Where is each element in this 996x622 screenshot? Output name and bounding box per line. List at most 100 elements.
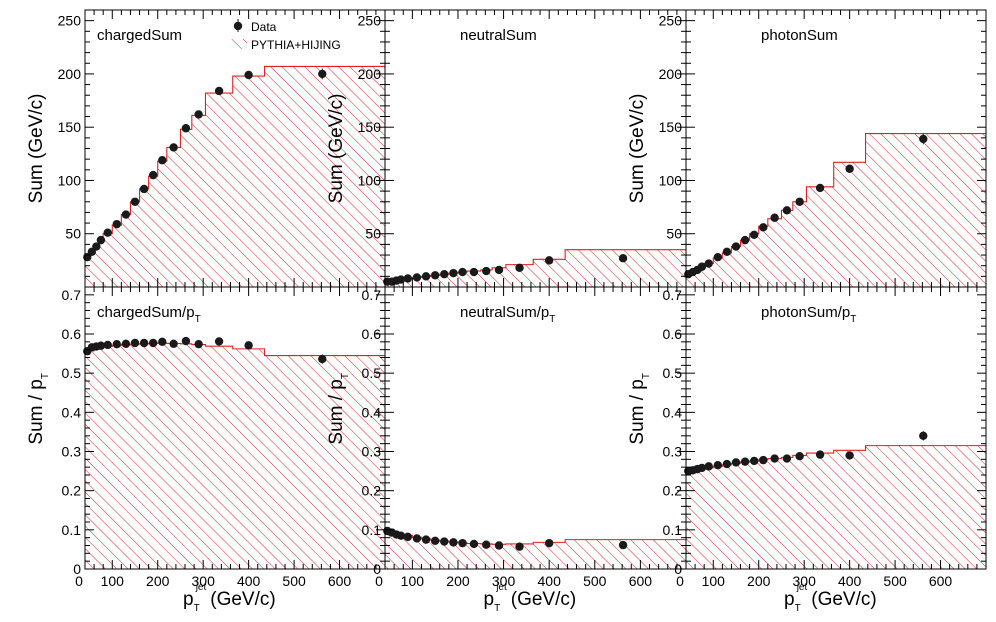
data-point <box>214 86 224 96</box>
y-tick-label: 250 <box>358 13 382 29</box>
data-point <box>469 267 479 277</box>
y-tick-label: 0.7 <box>62 287 82 303</box>
data-point <box>318 354 327 364</box>
x-tick-label: 100 <box>401 573 425 589</box>
y-tick-label: 100 <box>358 172 382 188</box>
y-tick-label: 0.6 <box>362 326 382 342</box>
x-axis-title-unit: (GeV/c) <box>811 589 876 610</box>
data-point <box>722 459 732 469</box>
data-point <box>121 210 131 219</box>
data-point <box>782 206 792 215</box>
data-point <box>469 539 479 549</box>
y-axis-title-sub: T <box>641 373 652 379</box>
x-axis-title-main: p <box>484 589 495 610</box>
panel-title-main: photonSum <box>761 27 838 44</box>
data-point <box>845 164 854 173</box>
y-tick-label: 0.5 <box>62 365 82 381</box>
x-axis-title-sup: jet <box>495 582 507 593</box>
data-point <box>482 540 491 549</box>
y-tick-label: 0.6 <box>663 326 683 342</box>
x-tick-label: 500 <box>583 573 607 589</box>
panel-2: 50 100 150 200 250 neutralSum Sum (GeV/c) <box>326 9 687 288</box>
data-point <box>169 143 178 152</box>
data-point <box>740 235 750 245</box>
panel-title: chargedSum <box>97 27 182 44</box>
mc-hatched-area <box>85 343 385 569</box>
y-tick-label: 0.3 <box>62 444 82 460</box>
data-point <box>458 267 467 277</box>
data-point <box>169 339 178 348</box>
data-point <box>440 270 449 279</box>
y-tick-label: 0.7 <box>362 287 382 303</box>
panel-title: photonSum <box>761 27 838 44</box>
y-tick-label: 200 <box>358 66 382 82</box>
panel-title: photonSum/pT <box>761 304 856 325</box>
legend-mc-label: PYTHIA+HIJING <box>251 38 341 52</box>
x-tick-label: 300 <box>492 573 516 589</box>
panel-4: 0 0.1 0.2 0.3 0.4 0.5 0.6 0.7 0 100 200 300 400 500 60… <box>26 286 386 614</box>
data-point <box>770 454 779 463</box>
data-point <box>494 265 504 275</box>
data-point <box>731 458 741 467</box>
y-tick-label: 0.3 <box>663 444 683 460</box>
y-axis-title-main: Sum / p <box>627 379 648 444</box>
data-point <box>396 531 406 540</box>
y-tick-label: 0.1 <box>362 522 382 538</box>
y-tick-label: 0.4 <box>62 404 82 420</box>
panel-title: neutralSum <box>460 27 537 44</box>
y-tick-label: 0.2 <box>663 483 683 499</box>
data-point <box>704 259 713 268</box>
y-tick-label: 150 <box>358 119 382 135</box>
x-tick-label: 100 <box>101 573 125 589</box>
y-tick-label: 0.2 <box>62 483 82 499</box>
x-axis-title: pTjet (GeV/c) <box>484 582 577 614</box>
data-point <box>731 242 741 251</box>
data-point <box>96 235 106 245</box>
mc-hatched-area <box>686 445 986 569</box>
x-axis-title-sup: jet <box>195 582 207 593</box>
data-point <box>430 271 440 280</box>
data-point <box>618 540 628 550</box>
y-tick-label: 200 <box>659 66 683 82</box>
data-point <box>430 536 440 545</box>
data-point <box>194 110 203 119</box>
data-point <box>412 534 422 543</box>
y-axis-title-main: Sum (GeV/c) <box>627 94 648 204</box>
y-axis-title: Sum / pT <box>627 373 652 445</box>
legend-mc-swatch <box>231 39 247 49</box>
data-point <box>412 273 422 282</box>
data-point <box>130 338 140 348</box>
y-axis-title-main: Sum (GeV/c) <box>26 94 47 204</box>
y-axis-title: Sum (GeV/c) <box>627 94 648 204</box>
data-point <box>158 337 167 347</box>
data-point <box>92 242 101 251</box>
y-tick-label: 100 <box>659 172 683 188</box>
data-point <box>421 272 431 281</box>
data-point <box>759 223 768 232</box>
y-axis-title: Sum / pT <box>26 373 51 445</box>
data-point <box>770 213 779 222</box>
x-tick-label: 600 <box>929 573 953 589</box>
data-point <box>815 450 825 459</box>
x-tick-label-zero: 0 <box>75 573 83 589</box>
data-point <box>815 183 825 193</box>
y-tick-label: 200 <box>58 66 82 82</box>
data-point <box>795 197 804 206</box>
x-tick-label: 200 <box>446 573 470 589</box>
x-axis-title-sub: T <box>795 603 801 614</box>
data-point <box>494 541 504 550</box>
y-axis-title: Sum (GeV/c) <box>26 94 47 204</box>
y-tick-label: 50 <box>666 226 682 242</box>
data-point <box>103 340 112 350</box>
x-tick-label: 400 <box>237 573 261 589</box>
x-tick-label: 300 <box>192 573 216 589</box>
mc-hatched-area <box>385 249 686 287</box>
panel-title-main: neutralSum/p <box>460 304 549 321</box>
y-tick-label: 0.5 <box>362 365 382 381</box>
x-tick-label: 400 <box>538 573 562 589</box>
data-point <box>795 452 804 461</box>
y-axis-title-main: Sum (GeV/c) <box>326 94 347 204</box>
legend-data-label: Data <box>251 20 277 34</box>
data-point <box>214 337 224 346</box>
y-axis-title-main: Sum / p <box>326 379 347 444</box>
